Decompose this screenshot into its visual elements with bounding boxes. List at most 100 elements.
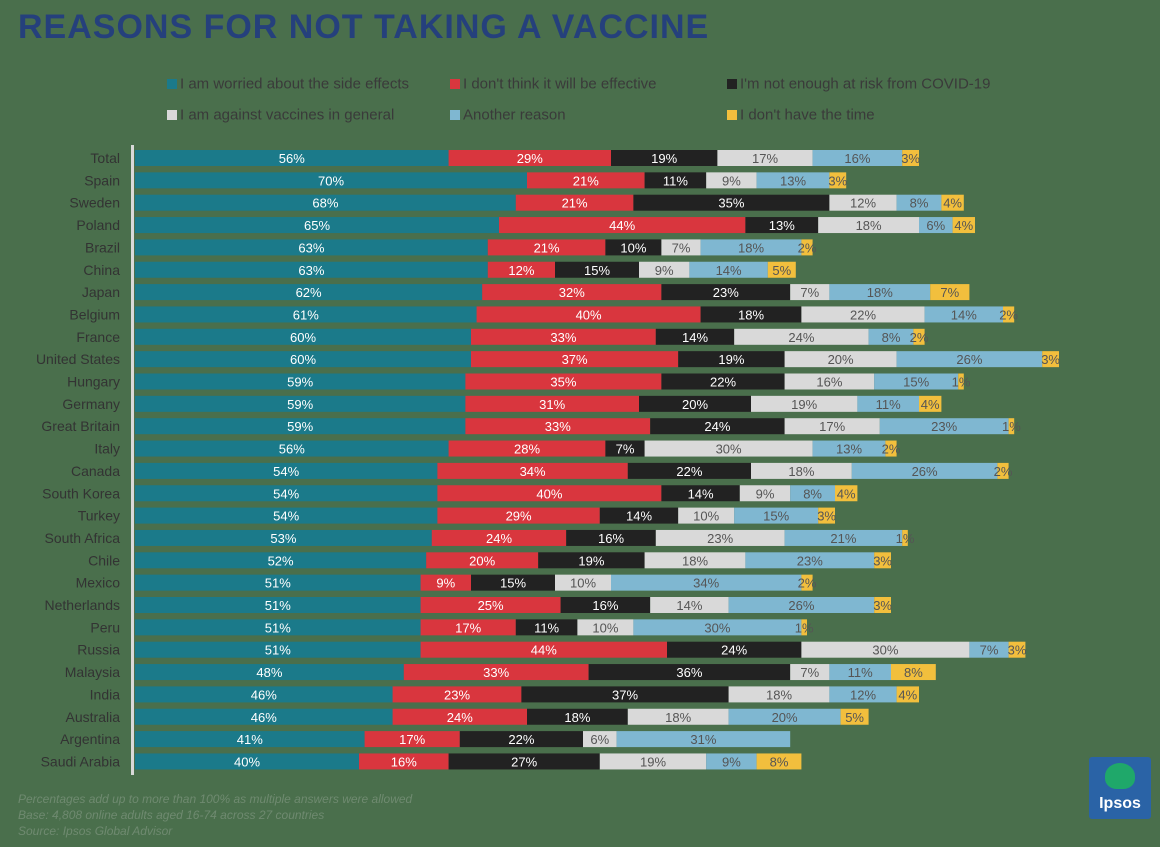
- data-label-spain-series-4: 13%: [780, 173, 806, 188]
- category-label-poland: Poland: [76, 217, 120, 233]
- data-label-brazil-series-1: 21%: [534, 240, 560, 255]
- legend-swatch: [727, 79, 737, 90]
- bar-segment-argentina-series-0: [135, 731, 365, 748]
- bar-segment-malaysia-series-2: [588, 664, 791, 681]
- bar-segment-russia-series-4: [969, 641, 1009, 658]
- bar-segment-mexico-series-2: [471, 574, 555, 591]
- bar-segment-south-korea-series-4: [790, 485, 835, 502]
- bar-segment-united-states-series-0: [135, 351, 471, 368]
- bar-segment-china-series-5: [767, 261, 796, 278]
- bar-segment-russia-series-5: [1008, 641, 1026, 658]
- data-label-saudi-arabia-series-2: 27%: [511, 754, 537, 769]
- data-label-sweden-series-5: 4%: [943, 196, 962, 211]
- category-label-canada: Canada: [71, 463, 120, 479]
- bar-segment-poland-series-2: [745, 217, 819, 234]
- bar-segment-spain-series-2: [644, 172, 707, 189]
- category-label-india: India: [90, 686, 121, 702]
- bar-segment-united-states-series-4: [896, 351, 1043, 368]
- data-label-france-series-2: 14%: [682, 330, 708, 345]
- category-label-china: China: [83, 262, 120, 278]
- bar-segment-turkey-series-4: [734, 507, 819, 524]
- category-label-united-states: United States: [36, 351, 120, 367]
- data-label-argentina-series-3: 6%: [590, 732, 609, 747]
- data-label-china-series-5: 5%: [772, 263, 791, 278]
- data-label-poland-series-4: 6%: [926, 218, 945, 233]
- data-label-netherlands-series-3: 14%: [676, 598, 702, 613]
- data-label-mexico-series-1: 9%: [436, 576, 455, 591]
- bar-segment-spain-series-4: [756, 172, 830, 189]
- data-label-brazil-series-4: 18%: [738, 240, 764, 255]
- data-label-belgium-series-0: 61%: [293, 307, 319, 322]
- bar-segment-chile-series-2: [538, 552, 645, 569]
- bar-segment-spain-series-3: [706, 172, 757, 189]
- bar-segment-chile-series-3: [644, 552, 746, 569]
- bar-segment-chile-series-0: [135, 552, 427, 569]
- data-label-south-korea-series-5: 4%: [837, 486, 856, 501]
- data-label-china-series-1: 12%: [508, 263, 534, 278]
- data-label-hungary-series-1: 35%: [550, 375, 576, 390]
- bar-segment-total-series-3: [717, 150, 813, 166]
- bar-segment-spain-series-0: [135, 172, 527, 189]
- data-label-netherlands-series-4: 26%: [788, 598, 814, 613]
- bar-segment-mexico-series-0: [135, 574, 421, 591]
- bar-segment-saudi-arabia-series-2: [448, 753, 600, 770]
- bar-segment-france-series-5: [913, 328, 925, 345]
- bar-segment-germany-series-0: [135, 395, 466, 412]
- bar-segment-south-africa-series-2: [566, 529, 656, 546]
- legend-swatch: [727, 110, 737, 121]
- data-label-poland-series-0: 65%: [304, 218, 330, 233]
- bar-segment-malaysia-series-0: [135, 664, 404, 681]
- data-label-germany-series-3: 19%: [791, 397, 817, 412]
- bar-segment-argentina-series-2: [459, 731, 583, 748]
- data-label-mexico-series-0: 51%: [265, 576, 291, 591]
- data-label-italy-series-0: 56%: [279, 442, 305, 457]
- data-label-canada-series-5: 2%: [994, 464, 1013, 479]
- data-label-australia-series-5: 5%: [845, 710, 864, 725]
- bar-segment-chile-series-4: [745, 552, 875, 569]
- bar-segment-russia-series-0: [135, 641, 421, 658]
- data-label-south-korea-series-4: 8%: [803, 486, 822, 501]
- data-label-total-series-0: 56%: [279, 151, 305, 166]
- bar-segment-japan-series-5: [930, 284, 970, 301]
- bar-segment-france-series-0: [135, 328, 471, 345]
- data-label-turkey-series-2: 14%: [626, 509, 652, 524]
- data-label-germany-series-4: 11%: [876, 397, 901, 412]
- bar-segment-canada-series-3: [751, 462, 852, 479]
- bar-segment-germany-series-3: [751, 395, 858, 412]
- bar-segment-brazil-series-2: [605, 239, 662, 256]
- data-label-chile-series-0: 52%: [268, 553, 294, 568]
- chart-title: REASONS FOR NOT TAKING A VACCINE: [18, 8, 710, 46]
- bar-segment-saudi-arabia-series-0: [135, 753, 359, 770]
- data-label-japan-series-1: 32%: [559, 285, 585, 300]
- bar-segment-hungary-series-5: [958, 373, 964, 390]
- data-label-united-states-series-0: 60%: [290, 352, 316, 367]
- bar-segment-poland-series-0: [135, 217, 499, 234]
- data-label-great-britain-series-3: 17%: [819, 419, 845, 434]
- data-label-hungary-series-5: 1%: [952, 375, 971, 390]
- bar-segment-peru-series-1: [420, 619, 516, 636]
- data-label-russia-series-4: 7%: [980, 643, 999, 658]
- bar-segment-japan-series-4: [829, 284, 931, 301]
- bar-segment-germany-series-4: [857, 395, 919, 412]
- bar-segment-chile-series-1: [426, 552, 539, 569]
- data-label-argentina-series-4: 31%: [690, 732, 716, 747]
- bar-segment-mexico-series-4: [611, 574, 802, 591]
- data-label-brazil-series-0: 63%: [298, 240, 324, 255]
- category-label-malaysia: Malaysia: [65, 664, 120, 680]
- bar-segment-turkey-series-1: [437, 507, 600, 524]
- data-label-total-series-5: 3%: [901, 151, 920, 166]
- category-label-saudi-arabia: Saudi Arabia: [41, 753, 121, 769]
- data-label-russia-series-3: 30%: [872, 643, 898, 658]
- bar-segment-south-africa-series-0: [135, 529, 432, 546]
- bar-segment-argentina-series-3: [583, 731, 617, 748]
- data-label-belgium-series-4: 14%: [951, 307, 977, 322]
- bar-segment-malaysia-series-1: [403, 664, 589, 681]
- bar-segment-belgium-series-3: [801, 306, 925, 323]
- bar-segment-peru-series-4: [633, 619, 802, 636]
- bar-segment-netherlands-series-0: [135, 597, 421, 613]
- data-label-belgium-series-2: 18%: [738, 307, 764, 322]
- data-label-south-korea-series-2: 14%: [688, 486, 714, 501]
- bar-segment-malaysia-series-3: [790, 664, 830, 681]
- bar-segment-japan-series-2: [661, 284, 791, 301]
- data-label-germany-series-5: 4%: [921, 397, 940, 412]
